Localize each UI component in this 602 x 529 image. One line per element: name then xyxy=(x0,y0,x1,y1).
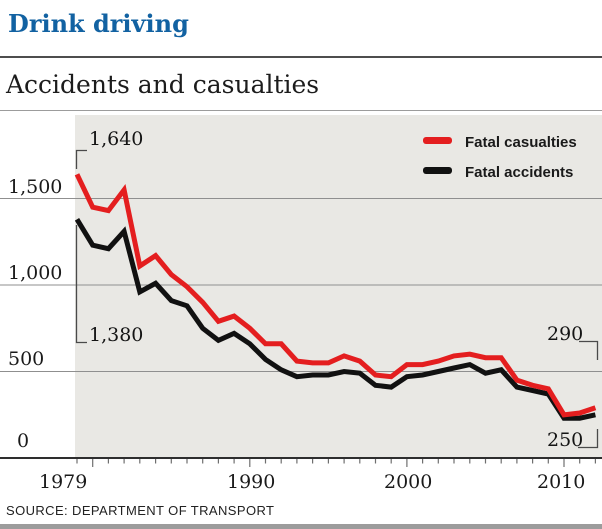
legend-swatch-accidents xyxy=(423,167,452,174)
y-tick-label-0: 0 xyxy=(17,430,30,452)
x-tick-label-1979: 1979 xyxy=(39,471,88,493)
title-divider xyxy=(0,56,602,58)
legend-label-accidents: Fatal accidents xyxy=(465,164,574,181)
annotation-casualties-2012: 290 xyxy=(547,323,584,345)
legend-swatch-casualties xyxy=(423,137,452,144)
bracket-start-casualties xyxy=(75,149,87,169)
y-tick-label-500: 500 xyxy=(8,348,45,370)
bottom-bar xyxy=(0,524,602,529)
y-tick-label-1000: 1,000 xyxy=(8,262,63,284)
page-title: Drink driving xyxy=(8,9,189,38)
plot-background xyxy=(75,115,602,458)
annotation-accidents-1979: 1,380 xyxy=(89,324,144,346)
x-tick-label-2010: 2010 xyxy=(537,471,586,493)
fatal-accidents-line xyxy=(74,218,596,421)
x-tick-label-1990: 1990 xyxy=(227,471,276,493)
x-axis-ticks xyxy=(76,459,597,467)
annotation-casualties-1979: 1,640 xyxy=(89,128,144,150)
chart-canvas xyxy=(0,115,602,467)
x-tick-label-2000: 2000 xyxy=(384,471,433,493)
bracket-end-casualties xyxy=(579,340,599,360)
bracket-end-accidents xyxy=(578,429,599,449)
source-credit: SOURCE: DEPARTMENT OF TRANSPORT xyxy=(6,503,275,518)
y-tick-label-1500: 1,500 xyxy=(8,176,63,198)
subtitle-divider xyxy=(0,110,602,111)
chart-subtitle: Accidents and casualties xyxy=(6,70,320,99)
legend-label-casualties: Fatal casualties xyxy=(465,134,577,151)
annotation-accidents-2012: 250 xyxy=(547,429,584,451)
annotation-brackets xyxy=(75,149,599,449)
fatal-casualties-line xyxy=(74,173,597,418)
bracket-start-accidents xyxy=(75,225,87,344)
